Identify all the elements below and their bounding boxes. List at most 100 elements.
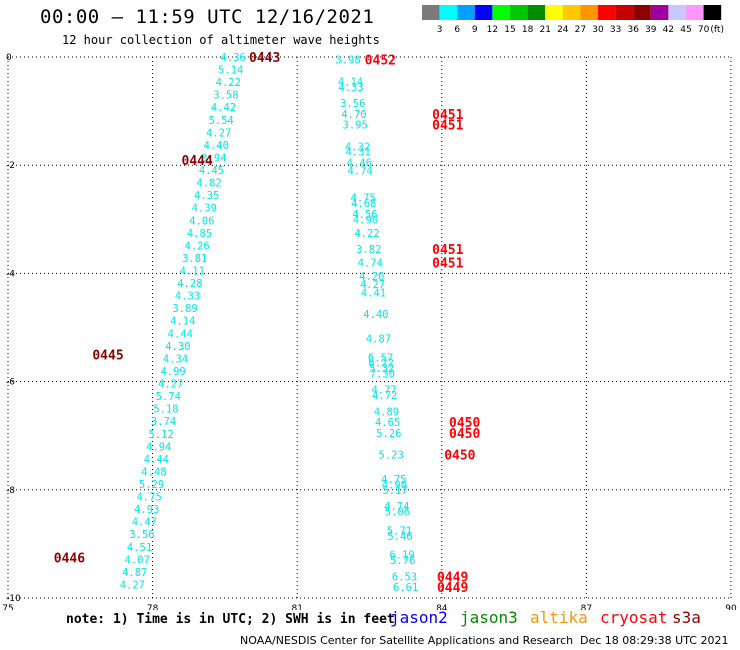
wave-height-value: 4.07 [125, 554, 150, 566]
wave-height-value: 3.82 [356, 244, 381, 256]
wave-height-value: 4.46 [347, 157, 372, 169]
wave-height-value: 4.89 [374, 406, 399, 418]
pass-number-label: 0452 [365, 54, 396, 69]
wave-height-value: 5.18 [153, 404, 178, 416]
wave-height-value: 4.40 [204, 140, 229, 152]
wave-height-value: 4.75 [136, 492, 161, 504]
colorbar-label: 39 [645, 25, 657, 35]
colorbar-swatch [703, 5, 722, 20]
x-tick-label: 84 [436, 604, 448, 610]
colorbar-label: 36 [627, 25, 639, 35]
colorbar-swatch [422, 5, 440, 20]
wave-height-value: 4.41 [361, 287, 386, 299]
x-tick-label: 78 [147, 604, 159, 610]
wave-height-value: 4.74 [384, 501, 409, 513]
wave-height-value: 4.22 [354, 228, 379, 240]
wave-height-value: 4.27 [158, 379, 183, 391]
colorbar-swatch [457, 5, 475, 20]
colorbar-label: 18 [522, 25, 534, 35]
colorbar-swatch [474, 5, 493, 20]
y-tick-label: -8 [6, 486, 15, 496]
wave-height-value: 4.28 [177, 278, 202, 290]
wave-height-value: 4.44 [144, 454, 169, 466]
wave-height-value: 4.11 [180, 266, 205, 278]
wave-height-value: 5.71 [387, 525, 412, 537]
wave-height-value: 4.33 [338, 82, 363, 94]
wave-height-value: 5.23 [379, 450, 404, 462]
pass-number-label: 0450 [444, 449, 475, 464]
pass-number-label: 0451 [432, 108, 463, 123]
wave-height-value: 4.33 [175, 291, 200, 303]
color-scale-legend: 3 6 9 12 15 18 21 24 27 30 33 36 39 42 45 70 (ft) [422, 5, 724, 35]
wave-height-value: 4.93 [134, 504, 159, 516]
wave-height-value: 4.75 [381, 474, 406, 486]
wave-height-value: 6.61 [393, 582, 418, 594]
wave-height-value: 4.51 [127, 542, 152, 554]
wave-height-value: 3.95 [343, 120, 368, 132]
wave-height-value: 4.39 [192, 203, 217, 215]
wave-height-value: 4.14 [170, 316, 195, 328]
wave-height-value: 5.54 [208, 115, 233, 127]
colorbar-label: 30 [592, 25, 604, 35]
pass-number-label: 0449 [437, 581, 468, 596]
y-tick-label: -10 [6, 594, 21, 604]
wave-height-value: 4.34 [163, 353, 188, 365]
wave-height-value: 4.90 [353, 214, 378, 226]
colorbar-swatch [562, 5, 581, 20]
colorbar-label: 6 [454, 25, 460, 35]
wave-height-value: 4.85 [187, 228, 212, 240]
wave-height-value: 4.30 [165, 341, 190, 353]
wave-height-value: 3.98 [335, 55, 360, 67]
wave-height-value: 5.26 [376, 428, 401, 440]
wave-height-value: 3.56 [129, 529, 154, 541]
wave-height-value: 4.44 [168, 328, 193, 340]
colorbar-label: 12 [487, 25, 498, 35]
wave-height-value: 5.74 [156, 391, 181, 403]
pass-number-label: 0450 [449, 416, 480, 431]
wave-height-value: 4.36 [220, 52, 245, 64]
wave-height-value: 4.35 [194, 190, 219, 202]
footer-credit: NOAA/NESDIS Center for Satellite Applica… [240, 634, 574, 647]
wave-height-value: 4.48 [141, 466, 166, 478]
wave-height-value: 6.53 [392, 571, 417, 583]
pass-number-label: 0445 [92, 349, 123, 364]
y-tick-label: -6 [6, 378, 15, 388]
wave-height-value: 4.27 [360, 279, 385, 291]
wave-height-value: 4.87 [122, 567, 147, 579]
wave-height-value: 6.19 [389, 550, 414, 562]
wave-height-value: 4.82 [196, 178, 221, 190]
footer-timestamp: Dec 18 08:29:38 UTC 2021 [580, 634, 729, 647]
colorbar-swatch [615, 5, 634, 20]
wave-height-value: 4.99 [160, 366, 185, 378]
wave-height-value: 4.27 [120, 579, 145, 591]
wave-height-value: 4.40 [363, 309, 388, 321]
colorbar-swatch [545, 5, 563, 20]
pass-number-label: 0449 [437, 570, 468, 585]
colorbar-unit: (ft) [710, 25, 724, 35]
wave-height-value: 3.94 [201, 152, 226, 164]
pass-number-label: 0444 [182, 154, 213, 169]
page-title: 00:00 – 11:59 UTC 12/16/2021 [40, 6, 375, 28]
wave-height-value: 4.77 [371, 385, 396, 397]
wave-height-value: 3.74 [151, 416, 176, 428]
wave-height-value: 4.90 [382, 479, 407, 491]
y-tick-label: -2 [6, 161, 15, 171]
wave-height-value: 4.22 [216, 77, 241, 89]
wave-height-value: 4.31 [345, 147, 370, 159]
x-tick-label: 87 [581, 604, 592, 610]
x-tick-label: 81 [291, 604, 302, 610]
wave-height-value: 4.74 [358, 258, 383, 270]
wave-height-value: 4.14 [338, 76, 363, 88]
colorbar-label: 9 [472, 25, 478, 35]
wave-height-value: 3.89 [172, 303, 197, 315]
pass-number-label: 0443 [249, 51, 280, 66]
colorbar-label: 42 [663, 25, 674, 35]
wave-height-value: 4.72 [372, 390, 397, 402]
colorbar-label: 27 [575, 25, 586, 35]
wave-height-value: 5.46 [387, 531, 412, 543]
pass-number-label: 0446 [54, 551, 85, 566]
wave-height-value: 4.42 [211, 102, 236, 114]
colorbar-swatch [598, 5, 616, 20]
wave-height-value: 5.32 [369, 363, 394, 375]
satellite-legend-jason2: jason2 [390, 608, 448, 627]
